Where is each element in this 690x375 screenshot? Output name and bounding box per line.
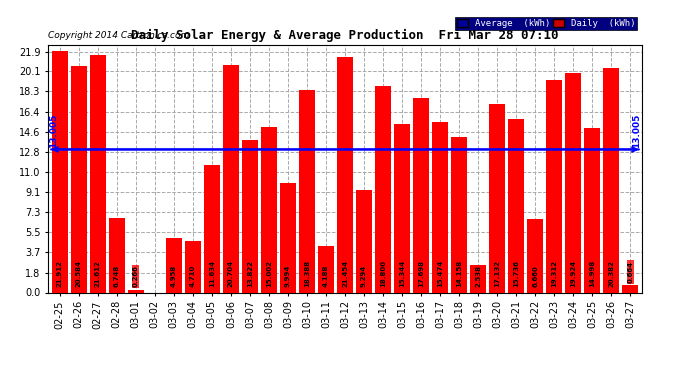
Text: 4.958: 4.958	[171, 265, 177, 287]
Text: 13.005: 13.005	[632, 113, 641, 148]
Bar	[375, 86, 391, 292]
Bar	[432, 122, 448, 292]
Text: 18.800: 18.800	[380, 260, 386, 287]
Text: 9.994: 9.994	[285, 265, 291, 287]
Bar	[584, 128, 600, 292]
Text: 6.748: 6.748	[114, 265, 120, 287]
Text: 15.474: 15.474	[437, 260, 443, 287]
Text: 15.002: 15.002	[266, 260, 272, 287]
Text: 20.704: 20.704	[228, 260, 234, 287]
Bar	[622, 285, 638, 292]
Bar	[185, 241, 201, 292]
Text: 0.664: 0.664	[627, 261, 633, 283]
Bar	[70, 66, 87, 292]
Bar	[109, 218, 125, 292]
Text: 20.584: 20.584	[76, 260, 81, 287]
Bar	[546, 80, 562, 292]
Legend: Average  (kWh), Daily  (kWh): Average (kWh), Daily (kWh)	[455, 17, 637, 30]
Text: 21.912: 21.912	[57, 260, 63, 287]
Text: 21.612: 21.612	[95, 260, 101, 287]
Bar	[394, 124, 410, 292]
Bar	[261, 128, 277, 292]
Bar	[204, 165, 220, 292]
Bar	[356, 190, 372, 292]
Text: 4.188: 4.188	[323, 265, 329, 287]
Text: 17.132: 17.132	[494, 260, 500, 287]
Bar	[413, 98, 429, 292]
Bar	[337, 57, 353, 292]
Text: 13.822: 13.822	[247, 260, 253, 287]
Bar	[223, 65, 239, 292]
Bar	[489, 104, 505, 292]
Bar	[128, 290, 144, 292]
Bar	[451, 137, 467, 292]
Text: 4.710: 4.710	[190, 265, 196, 287]
Bar	[52, 51, 68, 292]
Text: 9.294: 9.294	[361, 265, 367, 287]
Bar	[90, 55, 106, 292]
Bar	[280, 183, 296, 292]
Bar	[565, 74, 581, 292]
Text: 19.924: 19.924	[570, 260, 576, 287]
Bar	[318, 246, 334, 292]
Text: 17.698: 17.698	[418, 260, 424, 287]
Text: 19.312: 19.312	[551, 260, 558, 287]
Text: 21.454: 21.454	[342, 260, 348, 287]
Text: 2.538: 2.538	[475, 265, 481, 287]
Text: 14.158: 14.158	[456, 260, 462, 287]
Bar	[527, 219, 543, 292]
Text: 6.660: 6.660	[532, 265, 538, 287]
Bar	[508, 119, 524, 292]
Text: 14.998: 14.998	[589, 260, 595, 287]
Text: 13.005: 13.005	[49, 113, 58, 148]
Bar	[299, 90, 315, 292]
Title: Daily Solar Energy & Average Production  Fri Mar 28 07:10: Daily Solar Energy & Average Production …	[131, 29, 559, 42]
Bar	[470, 265, 486, 292]
Text: Copyright 2014 Cartronics.com: Copyright 2014 Cartronics.com	[48, 31, 190, 40]
Bar	[603, 68, 620, 292]
Text: 15.344: 15.344	[399, 260, 405, 287]
Text: 15.736: 15.736	[513, 260, 519, 287]
Text: 20.382: 20.382	[609, 260, 614, 287]
Text: 11.634: 11.634	[209, 260, 215, 287]
Bar	[241, 141, 258, 292]
Text: 18.388: 18.388	[304, 260, 310, 287]
Bar	[166, 238, 182, 292]
Text: 0.266: 0.266	[132, 266, 139, 287]
